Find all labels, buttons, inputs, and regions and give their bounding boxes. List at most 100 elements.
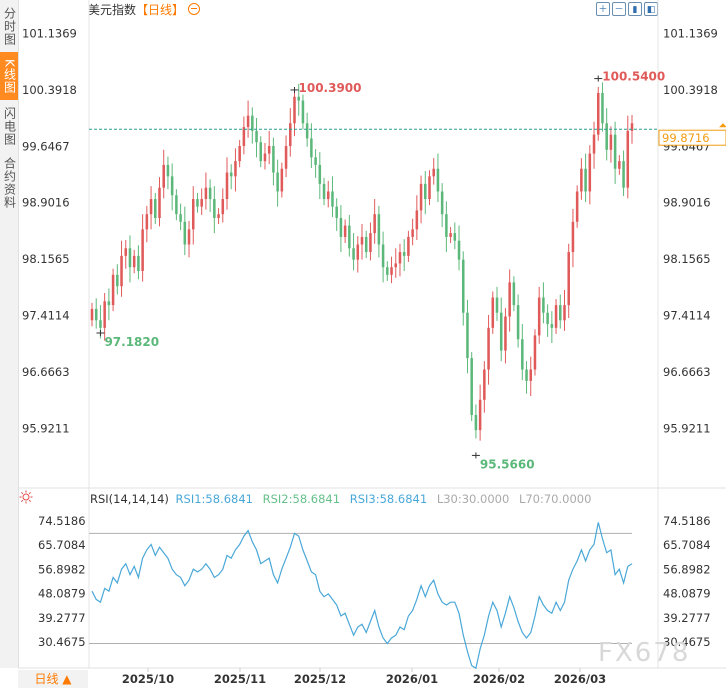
candle-body	[149, 199, 153, 215]
candle-body	[533, 335, 537, 370]
candle-body	[356, 244, 360, 260]
settings-sun-ray	[21, 492, 24, 495]
candle-body	[339, 217, 343, 237]
candle-body	[326, 191, 330, 200]
candle-body	[466, 312, 469, 359]
zoom-out-icon[interactable]: －	[612, 2, 626, 16]
candles	[90, 82, 634, 441]
price-tick-right: 98.9016	[663, 196, 711, 210]
bar-chart-icon[interactable]: ▮	[628, 2, 642, 16]
time-tick-label: 2025/10	[122, 672, 174, 686]
rsi-tick-right: 30.4675	[663, 635, 711, 649]
candle-body	[613, 134, 617, 169]
candle-body	[154, 199, 157, 218]
candle-body	[386, 267, 389, 275]
tab-contract-info[interactable]: 合约资料	[2, 157, 17, 209]
period-selector[interactable]: 日线 ▲	[18, 670, 88, 688]
price-tick-left: 101.1369	[22, 26, 77, 40]
candle-body	[369, 233, 372, 253]
candle-body	[504, 316, 507, 351]
candle-body	[373, 214, 376, 234]
tab-kline[interactable]: K线图	[0, 52, 18, 100]
rsi-tick-left: 65.7084	[38, 538, 86, 552]
candle-body	[424, 183, 427, 200]
price-tick-right: 101.1369	[663, 26, 718, 40]
candle-body	[103, 301, 106, 328]
candle-body	[364, 236, 368, 253]
circle-minus-icon[interactable]	[187, 3, 200, 15]
candle-body	[217, 214, 220, 218]
rsi-title: RSI(14,14,14)	[90, 492, 169, 506]
candle-body	[158, 187, 161, 218]
candle-body	[137, 255, 140, 272]
candle-body	[120, 255, 123, 287]
candle-body	[605, 123, 608, 150]
candle-body	[550, 324, 554, 328]
candle-body	[411, 229, 414, 237]
settings-sun-core	[22, 493, 30, 501]
candle-body	[331, 191, 334, 207]
rsi-tick-left: 30.4675	[38, 635, 86, 649]
candle-body	[457, 240, 461, 260]
candle-body	[284, 146, 288, 169]
candle-body	[596, 92, 600, 135]
candle-body	[449, 233, 452, 237]
candle-body	[428, 176, 431, 200]
symbol-title: 美元指数	[88, 3, 137, 17]
candle-body	[335, 206, 338, 218]
extreme-value-label: 97.1820	[104, 335, 159, 349]
settings-sun-ray	[21, 499, 24, 502]
candle-body	[267, 146, 271, 154]
candle-body	[470, 358, 473, 415]
candle-body	[204, 187, 208, 200]
candle-body	[525, 369, 528, 381]
candle-body	[398, 252, 402, 264]
price-tick-left: 98.1565	[22, 252, 70, 266]
candle-body	[166, 164, 170, 177]
rsi-line	[91, 522, 633, 670]
candle-body	[280, 168, 284, 192]
current-price-arrow-icon	[719, 123, 726, 128]
time-tick-label: 2025/12	[294, 672, 346, 686]
candle-body	[132, 255, 136, 268]
candle-body	[516, 305, 520, 340]
settings-sun-ray	[28, 492, 31, 495]
candle-body	[508, 282, 511, 317]
candle-body	[293, 96, 296, 124]
zoom-in-icon[interactable]: ＋	[596, 2, 610, 16]
candle-body	[512, 282, 516, 306]
time-tick-label: 2026/01	[386, 672, 438, 686]
candle-body	[559, 305, 562, 321]
candle-body	[436, 168, 440, 192]
candle-body	[491, 297, 495, 328]
extreme-value-label: 100.3900	[299, 81, 362, 95]
price-tick-right: 95.9211	[663, 422, 711, 436]
tab-time-sharing[interactable]: 分时图	[2, 6, 17, 46]
period-tag[interactable]: 【日线】	[136, 3, 185, 17]
watermark: FX678	[598, 638, 691, 668]
time-tick-label: 2025/11	[214, 672, 266, 686]
tab-flash-chart[interactable]: 闪电图	[2, 106, 17, 146]
candle-body	[208, 187, 212, 200]
candle-body	[381, 244, 385, 268]
candle-body	[94, 308, 98, 321]
triangle-up-icon: ▲	[62, 672, 72, 686]
settings-sun-ray	[28, 499, 31, 502]
candle-body	[630, 123, 634, 131]
candle-body	[592, 134, 596, 154]
candle-body	[445, 214, 448, 237]
candle-body	[225, 172, 229, 200]
candle-body	[588, 153, 592, 192]
candle-body	[626, 130, 630, 188]
candle-body	[251, 115, 254, 131]
chart-header: 美元指数【日线】	[88, 0, 200, 20]
candle-body	[352, 248, 355, 260]
l30-label: L30:30.0000	[436, 492, 510, 506]
candle-body	[575, 191, 579, 222]
candle-body	[609, 134, 613, 150]
candle-body	[483, 369, 486, 400]
candle-body	[554, 305, 558, 328]
chart-mode-tabs: 分时图 K线图 闪电图 合约资料	[0, 0, 19, 668]
rsi-tick-right: 56.8982	[663, 562, 711, 576]
candle-body	[213, 199, 216, 218]
